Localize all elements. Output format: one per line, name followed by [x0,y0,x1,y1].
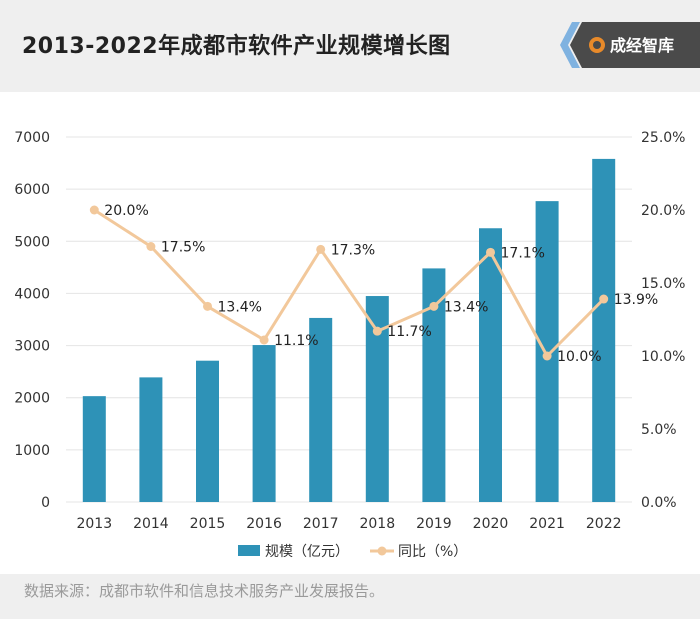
yoy-point [203,301,212,311]
logo-chevron-icon [560,22,580,68]
bar [196,360,219,502]
y-left-tick-label: 0 [41,495,50,511]
y-right-tick-label: 5.0% [641,422,677,438]
y-left-tick-label: 7000 [14,130,50,146]
x-tick-label: 2018 [359,516,395,532]
logo-text: 成经智库 [610,36,674,55]
y-left-tick-label: 1000 [14,443,50,459]
legend-label-bar: 规模（亿元） [265,544,349,560]
chart-panel: 0 1000 2000 3000 4000 5000 6000 7000 0.0% 5.0% 10.… [0,92,700,574]
yoy-point [259,335,269,345]
x-tick-label: 2020 [473,516,509,532]
bar [252,345,276,502]
yoy-data-label: 10.0% [557,349,601,365]
chart-title: 2013-2022年成都市软件产业规模增长图 [22,34,451,59]
legend-swatch-bar [238,545,260,556]
logo-badge [570,22,700,68]
x-tick-label: 2016 [246,516,282,532]
yoy-data-label: 20.0% [104,203,148,219]
y-right-tick-label: 25.0% [641,130,685,146]
bar [422,268,446,502]
y-left-tick-label: 6000 [14,182,50,198]
yoy-point [146,242,156,251]
yoy-data-label: 17.1% [501,245,545,261]
y-left-tick-label: 4000 [14,286,50,302]
legend-swatch-marker [377,546,387,556]
yoy-point [542,351,552,361]
x-tick-label: 2021 [529,516,565,532]
y-left-tick-label: 2000 [14,391,50,407]
y-right-tick-label: 0.0% [641,495,677,511]
yoy-point [429,301,439,311]
yoy-point [486,247,495,257]
yoy-data-label: 11.1% [274,333,318,349]
x-tick-label: 2015 [190,516,226,532]
x-tick-label: 2019 [416,516,452,532]
yoy-data-label: 11.7% [387,324,431,340]
yoy-data-label: 17.5% [161,240,205,256]
logo: 成经智库 [550,14,700,76]
y-right-tick-label: 15.0% [641,276,685,292]
yoy-data-label: 13.9% [614,292,658,308]
yoy-line [93,208,605,358]
bar [479,228,502,502]
x-tick-label: 2013 [76,516,112,532]
y-right-tick-label: 20.0% [641,203,685,219]
yoy-data-label: 13.4% [444,299,488,315]
source-note: 数据来源：成都市软件和信息技术服务产业发展报告。 [24,582,385,600]
yoy-point [89,205,99,215]
yoy-data-label: 17.3% [331,242,375,258]
x-tick-label: 2014 [133,516,169,532]
x-tick-label: 2017 [303,516,339,532]
y-right-tick-label: 10.0% [641,349,685,365]
bar [139,377,163,502]
yoy-point [316,244,326,254]
x-tick-label: 2022 [586,516,622,532]
bar [309,317,333,502]
combo-chart: 0 1000 2000 3000 4000 5000 6000 7000 0.0% 5.0% 10.… [14,130,685,560]
y-left-tick-label: 5000 [14,234,50,250]
legend-label-line: 同比（%） [398,544,467,560]
bar [592,158,616,502]
bar [82,396,106,502]
y-left-tick-label: 3000 [14,339,50,355]
bar [365,296,389,502]
logo-graphic: 成经智库 [560,22,700,68]
yoy-data-label: 13.4% [218,299,262,315]
yoy-point [599,294,609,304]
yoy-point [372,326,382,336]
